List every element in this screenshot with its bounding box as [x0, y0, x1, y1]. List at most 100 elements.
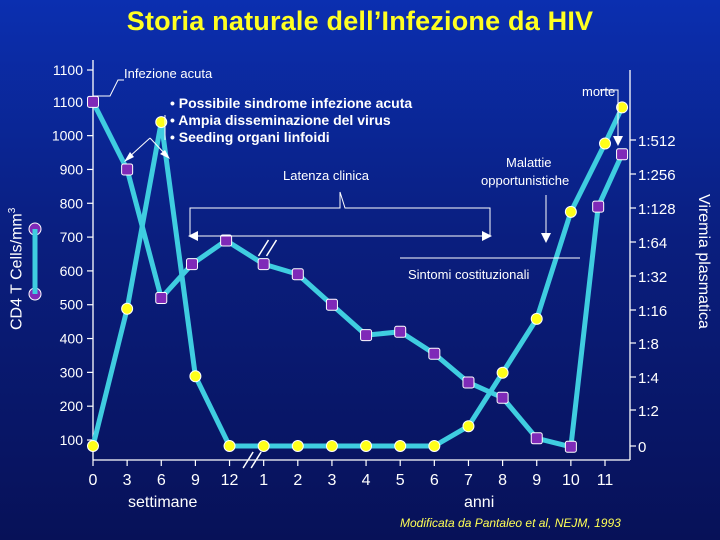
arrow-head — [541, 233, 551, 243]
axis-break-mark — [242, 451, 254, 469]
cd4-point — [360, 329, 373, 342]
y-tick-label: 700 — [60, 229, 84, 245]
x-tick-label: 6 — [430, 472, 439, 489]
x-tick-label: 6 — [157, 472, 166, 489]
y2-tick-label: 1:4 — [638, 370, 659, 387]
y-tick-label: 300 — [60, 364, 84, 380]
x-axis-years-title: anni — [464, 494, 495, 511]
cd4-point — [496, 391, 509, 404]
cd4-point — [121, 163, 134, 176]
x-tick-label: 11 — [597, 472, 614, 489]
y-tick-label: 900 — [60, 161, 84, 177]
cd4-point — [185, 258, 198, 271]
acute-bullets: • Possibile sindrome infezione acuta • A… — [170, 95, 412, 146]
cd4-point — [257, 258, 270, 271]
symptoms-label: Sintomi costituzionali — [408, 267, 530, 282]
viremia-point — [121, 302, 134, 315]
viremia-point — [428, 440, 441, 452]
x-tick-label: 3 — [123, 472, 132, 489]
arrow-head — [160, 150, 170, 159]
x-tick-label: 8 — [498, 472, 507, 489]
viremia-point — [360, 440, 373, 452]
x-tick-label: 10 — [562, 472, 580, 489]
x-axis-weeks-title: settimane — [128, 494, 198, 511]
viremia-point — [394, 440, 407, 452]
viremia-point — [599, 137, 611, 150]
death-label: morte — [582, 84, 616, 99]
viremia-point — [257, 440, 270, 452]
acute-connector — [93, 79, 124, 97]
opportunistic-label-line2: opportunistiche — [481, 173, 570, 188]
x-tick-label: 4 — [362, 472, 371, 489]
source-credit: Modificata da Pantaleo et al, NEJM, 1993 — [400, 516, 621, 530]
viremia-point — [189, 370, 202, 383]
cd4-point — [220, 234, 233, 247]
y-axis-title: CD4 T Cells/mm3 — [7, 207, 26, 330]
y2-tick-label: 1:16 — [638, 303, 667, 320]
viremia-point — [291, 440, 304, 452]
y2-tick-label: 1:32 — [638, 269, 667, 286]
y-tick-label: 800 — [60, 195, 84, 211]
cd4-point — [155, 291, 168, 304]
x-tick-label: 2 — [293, 472, 302, 489]
x-tick-label: 1 — [259, 472, 268, 489]
viremia-point — [87, 440, 99, 452]
cd4-point — [291, 268, 304, 281]
y-tick-label: 100 — [60, 432, 84, 448]
latency-bracket — [189, 191, 491, 236]
arrow-shaft — [600, 89, 619, 140]
viremia-point — [564, 205, 577, 218]
viremia-point — [155, 116, 168, 129]
cd4-point — [428, 347, 441, 360]
cd4-point — [87, 95, 99, 108]
cd4-point — [462, 376, 475, 389]
opportunistic-label-line1: Malattie — [506, 155, 552, 170]
viremia-point — [530, 312, 543, 325]
cd4-point — [530, 432, 543, 445]
y-tick-label: 1100 — [53, 62, 83, 78]
x-tick-label: 7 — [464, 472, 473, 489]
arrow-head — [188, 231, 198, 241]
viremia-point — [223, 440, 236, 452]
y-tick-label: 500 — [60, 297, 84, 313]
y-tick-label: 600 — [60, 263, 84, 279]
x-tick-label: 12 — [221, 472, 239, 489]
arrow-head — [124, 152, 134, 162]
x-tick-label: 5 — [396, 472, 405, 489]
x-tick-label: 3 — [327, 472, 336, 489]
axis-break-mark — [257, 239, 270, 257]
y2-tick-label: 1:2 — [638, 403, 659, 420]
y2-tick-label: 1:8 — [638, 336, 659, 353]
y-tick-label: 1000 — [52, 128, 83, 144]
cd4-point — [592, 200, 605, 213]
cd4-point — [325, 298, 338, 311]
viremia-point — [462, 420, 475, 433]
y-tick-label: 1100 — [53, 94, 83, 110]
cd4-point — [564, 440, 577, 453]
x-tick-label: 9 — [191, 472, 200, 489]
viremia-point — [325, 440, 338, 452]
y2-tick-label: 1:256 — [638, 167, 676, 184]
x-tick-label: 0 — [89, 472, 98, 489]
cd4-point — [616, 148, 629, 161]
bullet-item: • Seeding organi linfoidi — [170, 129, 330, 145]
y2-tick-label: 0 — [638, 439, 646, 456]
x-tick-label: 9 — [532, 472, 541, 489]
bullet-item: • Ampia disseminazione del virus — [170, 112, 391, 128]
y2-tick-label: 1:128 — [638, 201, 676, 218]
latency-label: Latenza clinica — [283, 168, 369, 183]
arrow-head — [613, 136, 623, 146]
y2-tick-label: 1:64 — [638, 235, 667, 252]
acute-infection-label: Infezione acuta — [124, 66, 213, 81]
y-tick-label: 400 — [60, 331, 84, 347]
y2-tick-label: 1:512 — [638, 133, 676, 150]
cd4-line — [90, 100, 625, 450]
viremia-point — [616, 101, 629, 114]
bullet-item: • Possibile sindrome infezione acuta — [170, 95, 413, 111]
y2-axis-title: Viremia plasmatica — [695, 194, 712, 329]
y-tick-label: 200 — [60, 398, 84, 414]
arrow-head — [482, 231, 492, 241]
cd4-point — [394, 325, 407, 338]
page-title: Storia naturale dell’Infezione da HIV — [126, 6, 594, 36]
